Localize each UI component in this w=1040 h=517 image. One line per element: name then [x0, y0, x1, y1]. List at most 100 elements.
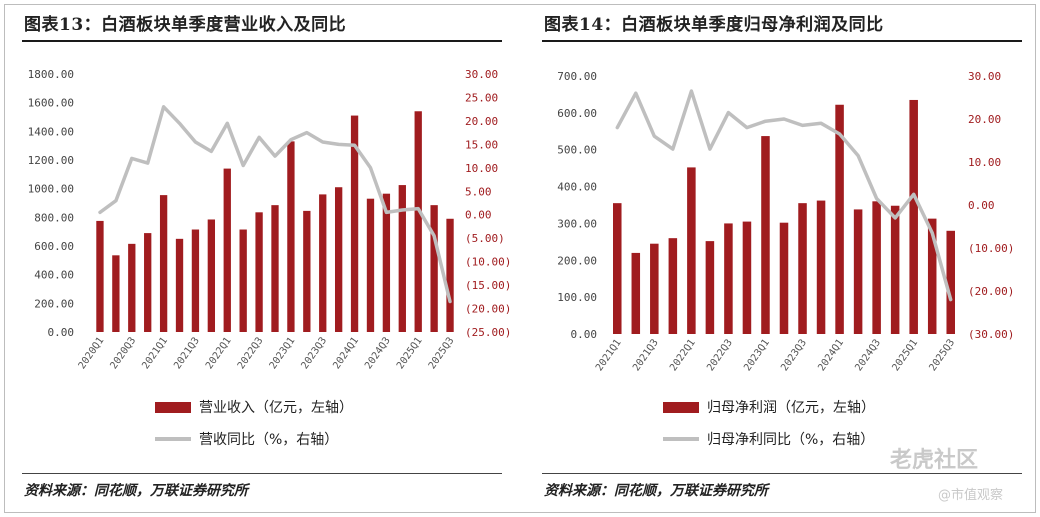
chart1-bar-2025Q3: [446, 218, 454, 332]
page-frame: [4, 4, 1036, 513]
chart2-left-tick-label: 300.00: [557, 217, 597, 230]
chart2-x-tick-label: 2023Q1: [742, 337, 772, 373]
chart2-left-tick-label: 400.00: [557, 181, 597, 194]
chart1-right-tick-label: 25.00: [465, 91, 498, 104]
chart2-bar-2021Q4: [668, 238, 678, 334]
chart2-right-tick-label: (10.00): [968, 242, 1014, 255]
chart1-title-rule: [22, 40, 502, 42]
chart1-x-tick-label: 2021Q1: [140, 335, 170, 371]
chart1-right-tick-label: (20.00): [465, 303, 511, 316]
chart1-x-tick-label: 2023Q3: [299, 335, 329, 371]
chart1-right-tick-label: 5.00: [465, 185, 492, 198]
chart1-bar-2024Q2: [366, 198, 375, 332]
chart2-bar-2021Q3: [650, 243, 659, 334]
chart2-x-tick-label: 2021Q3: [631, 337, 661, 373]
chart2-bar-2025Q2: [927, 218, 937, 334]
chart1-bar-2023Q2: [303, 210, 311, 332]
chart1-left-tick-label: 600.00: [34, 240, 74, 253]
chart1-x-tick-label: 2024Q3: [363, 335, 393, 371]
chart1-bar-2020Q4: [144, 233, 152, 332]
chart1-x-tick-label: 2025Q1: [395, 335, 425, 371]
chart1-bar-2021Q1: [159, 195, 168, 332]
chart1-left-tick-label: 1000.00: [28, 183, 74, 196]
chart1-left-tick-label: 400.00: [34, 269, 74, 282]
chart2-x-tick-label: 2024Q3: [853, 337, 883, 373]
chart1-bar-2020Q1: [96, 220, 104, 332]
watermark-brand: 老虎社区: [890, 448, 979, 473]
chart2-x-tick-label: 2025Q1: [890, 337, 920, 373]
chart2-left-tick-label: 200.00: [557, 254, 597, 267]
chart2-x-tick-label: 2022Q1: [668, 337, 698, 373]
chart2-right-tick-label: 30.00: [968, 70, 1001, 83]
chart2-bar-2023Q2: [779, 222, 789, 334]
chart2-bar-2021Q2: [631, 252, 641, 334]
chart2-source: 资料来源：同花顺，万联证券研究所: [544, 483, 768, 499]
chart2-title: 图表14：白酒板块单季度归母净利润及同比: [544, 15, 884, 35]
chart1-x-tick-label: 2024Q1: [331, 335, 361, 371]
chart1-right-tick-label: (25.00): [465, 326, 511, 339]
chart1-title: 图表13：白酒板块单季度营业收入及同比: [24, 15, 347, 35]
chart2-left-tick-label: 600.00: [557, 107, 597, 120]
chart2-bar-2024Q2: [853, 209, 863, 334]
chart1-x-tick-label: 2020Q3: [109, 335, 139, 371]
chart2-left-tick-label: 0.00: [571, 328, 598, 341]
chart1-right-tick-label: 30.00: [465, 68, 498, 81]
chart2-x-tick-label: 2022Q3: [705, 337, 735, 373]
chart1-legend-bar-swatch: [155, 402, 191, 413]
chart1-left-tick-label: 800.00: [34, 211, 74, 224]
chart1-source: 资料来源：同花顺，万联证券研究所: [24, 483, 248, 499]
chart2-bar-2021Q1: [613, 203, 622, 334]
chart1-bar-2021Q4: [207, 219, 216, 332]
chart2-x-tick-label: 2025Q3: [927, 337, 957, 373]
chart1-right-tick-label: 15.00: [465, 138, 498, 151]
chart1-left-tick-label: 200.00: [34, 297, 74, 310]
chart1-x-tick-label: 2023Q1: [268, 335, 298, 371]
chart2-legend-bar-label: 归母净利润（亿元，左轴）: [707, 399, 875, 416]
chart1-right-tick-label: 0.00: [465, 209, 492, 222]
chart1-bottom-rule: [22, 473, 502, 474]
chart2-x-tick-label: 2024Q1: [816, 337, 846, 373]
chart2-bar-2024Q4: [890, 205, 900, 334]
chart2-title-rule: [542, 40, 1022, 42]
chart1-bar-2020Q3: [128, 243, 136, 332]
chart2-bar-2022Q3: [724, 223, 733, 334]
chart1-left-tick-label: 0.00: [48, 326, 75, 339]
chart2-bar-2025Q3: [946, 230, 955, 334]
chart1-right-tick-label: 20.00: [465, 115, 498, 128]
chart2-right-tick-label: 20.00: [968, 113, 1001, 126]
chart1-legend-bar-label: 营业收入（亿元，左轴）: [199, 400, 353, 416]
chart1-left-tick-label: 1600.00: [28, 97, 74, 110]
chart2-bar-2022Q4: [742, 221, 752, 334]
chart1-right-tick-label: (10.00): [465, 256, 511, 269]
chart1-x-tick-label: 2021Q3: [172, 335, 202, 371]
chart1-left-tick-label: 1800.00: [28, 68, 74, 81]
chart2-bar-2024Q1: [835, 104, 844, 335]
chart1-bar-2020Q2: [112, 255, 120, 332]
chart1-bar-2025Q2: [430, 205, 438, 332]
chart1-bar-2024Q4: [398, 185, 406, 332]
chart1-right-tick-label: (15.00): [465, 279, 511, 292]
chart2-legend-bar-swatch: [663, 402, 699, 413]
chart1-x-tick-label: 2020Q1: [77, 335, 107, 371]
chart1-x-tick-label: 2022Q3: [236, 335, 266, 371]
chart1-bar-2024Q1: [350, 115, 359, 332]
chart1-right-tick-label: 10.00: [465, 162, 498, 175]
chart1-bar-2021Q3: [191, 229, 200, 332]
chart2-bar-2022Q1: [687, 167, 696, 334]
chart2-bar-2023Q1: [761, 136, 770, 334]
chart2-legend-line-label: 归母净利同比（%，右轴）: [707, 431, 874, 448]
chart1-bar-2024Q3: [382, 193, 391, 332]
chart1-bar-2022Q1: [223, 168, 231, 332]
chart2-bar-2023Q3: [798, 203, 807, 334]
chart2-left-tick-label: 700.00: [557, 70, 597, 83]
chart2-bottom-rule: [542, 473, 1022, 474]
chart2-right-tick-label: 0.00: [968, 199, 995, 212]
chart2-left-tick-label: 500.00: [557, 144, 597, 157]
chart1-bar-2021Q2: [175, 238, 184, 332]
chart1-bar-2023Q4: [334, 187, 343, 332]
chart2-x-tick-label: 2021Q1: [594, 337, 624, 373]
chart1-x-tick-label: 2025Q3: [427, 335, 457, 371]
chart2-right-tick-label: (30.00): [968, 328, 1014, 341]
chart1-bar-2022Q4: [271, 205, 279, 332]
